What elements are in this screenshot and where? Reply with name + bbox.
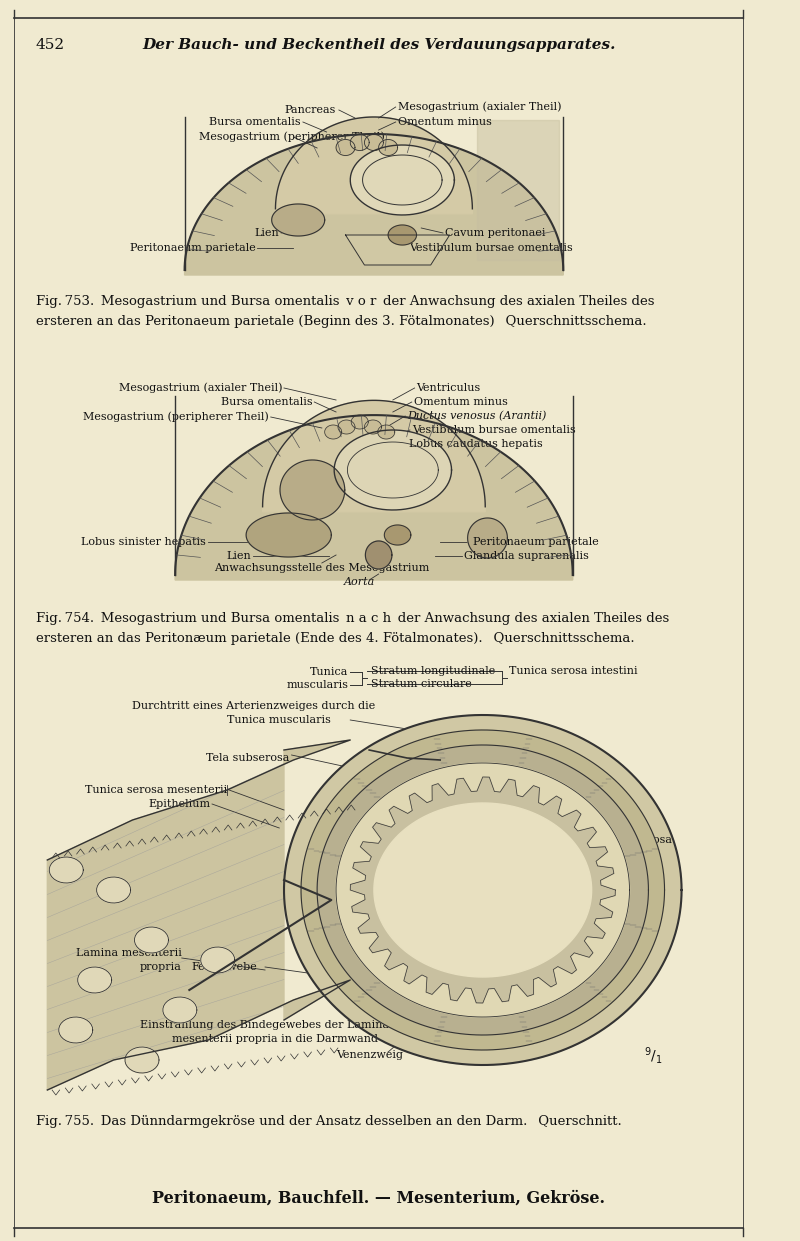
- Polygon shape: [336, 139, 355, 155]
- Polygon shape: [378, 424, 394, 439]
- Text: Der Bauch- und Beckentheil des Verdauungsapparates.: Der Bauch- und Beckentheil des Verdauung…: [142, 38, 615, 52]
- Polygon shape: [201, 947, 234, 973]
- Text: Tunica serosa mesenterii: Tunica serosa mesenterii: [85, 786, 227, 795]
- Polygon shape: [284, 715, 682, 1065]
- Text: Lien: Lien: [254, 228, 279, 238]
- Text: Anwachsungsstelle des Mesogastrium: Anwachsungsstelle des Mesogastrium: [214, 563, 430, 573]
- Text: Mesogastrium (axialer Theil): Mesogastrium (axialer Theil): [398, 102, 561, 112]
- Text: Cavum peritonaei: Cavum peritonaei: [445, 228, 546, 238]
- Polygon shape: [301, 730, 665, 1050]
- Text: Einstrahlung des Bindegewebes der Lamina: Einstrahlung des Bindegewebes der Lamina: [141, 1020, 390, 1030]
- Polygon shape: [97, 877, 130, 903]
- Polygon shape: [78, 967, 112, 993]
- Polygon shape: [366, 541, 392, 568]
- Text: Mesogastrium (peripherer Theil): Mesogastrium (peripherer Theil): [83, 412, 269, 422]
- Text: Ductus venosus (Arantii): Ductus venosus (Arantii): [407, 411, 546, 421]
- Text: Peritonaeum parietale: Peritonaeum parietale: [474, 537, 599, 547]
- Text: Vestibulum bursae omentalis: Vestibulum bursae omentalis: [412, 424, 575, 436]
- Polygon shape: [325, 424, 342, 439]
- Text: Mesogastrium (peripherer Theil): Mesogastrium (peripherer Theil): [198, 132, 385, 143]
- Text: Tunica mucosa: Tunica mucosa: [587, 835, 672, 845]
- Text: Tunica muscularis: Tunica muscularis: [227, 715, 331, 725]
- Polygon shape: [246, 513, 331, 557]
- Text: Glandula suprarenalis: Glandula suprarenalis: [464, 551, 589, 561]
- Text: Lobus sinister hepatis: Lobus sinister hepatis: [82, 537, 206, 547]
- Polygon shape: [477, 120, 558, 261]
- Polygon shape: [125, 1047, 159, 1073]
- Text: ersteren an das Peritonaeum parietale (Beginn des 3. Fötalmonates)  Querschnitts: ersteren an das Peritonaeum parietale (B…: [36, 315, 646, 328]
- Polygon shape: [365, 134, 383, 150]
- Polygon shape: [468, 517, 507, 558]
- Text: Tunica: Tunica: [310, 666, 348, 678]
- Text: Ventriculus: Ventriculus: [417, 383, 481, 393]
- Polygon shape: [388, 225, 417, 244]
- Text: Aorta: Aorta: [344, 577, 375, 587]
- Text: Lobus caudatus hepatis: Lobus caudatus hepatis: [409, 439, 542, 449]
- Polygon shape: [317, 745, 649, 1035]
- Polygon shape: [275, 117, 472, 213]
- Text: Tela submucosa: Tela submucosa: [573, 865, 662, 875]
- Text: Fig. 754. Mesogastrium und Bursa omentalis n a c h der Anwachsung des axialen Th: Fig. 754. Mesogastrium und Bursa omental…: [36, 612, 670, 625]
- Polygon shape: [47, 740, 350, 1090]
- Text: ersteren an das Peritonæum parietale (Ende des 4. Fötalmonates).  Querschnittssc: ersteren an das Peritonæum parietale (En…: [36, 632, 634, 645]
- Polygon shape: [350, 134, 369, 150]
- Polygon shape: [350, 145, 454, 215]
- Polygon shape: [350, 777, 615, 1003]
- Text: Bursa omentalis: Bursa omentalis: [210, 117, 301, 127]
- Polygon shape: [365, 419, 382, 434]
- Polygon shape: [58, 1018, 93, 1042]
- Text: Epithelium: Epithelium: [148, 799, 210, 809]
- Polygon shape: [346, 235, 450, 266]
- Text: Stratum circulare: Stratum circulare: [371, 679, 472, 689]
- Text: Tunica serosa intestini: Tunica serosa intestini: [510, 666, 638, 676]
- Polygon shape: [338, 419, 355, 434]
- Text: muscularis: muscularis: [286, 680, 348, 690]
- Text: propria: propria: [140, 962, 182, 972]
- Polygon shape: [185, 134, 563, 276]
- Polygon shape: [134, 927, 169, 953]
- Polygon shape: [50, 858, 83, 884]
- Text: Durchtritt eines Arterienzweiges durch die: Durchtritt eines Arterienzweiges durch d…: [132, 701, 375, 711]
- Polygon shape: [384, 525, 411, 545]
- Text: Fettgewebe: Fettgewebe: [191, 962, 257, 972]
- Text: Mesogastrium (axialer Theil): Mesogastrium (axialer Theil): [118, 382, 282, 393]
- Text: Peritonaeum, Bauchfell. — Mesenterium, Gekröse.: Peritonaeum, Bauchfell. — Mesenterium, G…: [152, 1190, 605, 1206]
- Text: 452: 452: [36, 38, 65, 52]
- Polygon shape: [378, 139, 398, 155]
- Text: mesenterii propria in die Darmwand: mesenterii propria in die Darmwand: [171, 1034, 378, 1044]
- Text: Fig. 753. Mesogastrium und Bursa omentalis v o r der Anwachsung des axialen Thei: Fig. 753. Mesogastrium und Bursa omental…: [36, 295, 654, 308]
- Text: $^9/_1$: $^9/_1$: [644, 1045, 662, 1066]
- Polygon shape: [272, 204, 325, 236]
- Text: Omentum minus: Omentum minus: [398, 117, 491, 127]
- Text: Peritonaeum parietale: Peritonaeum parietale: [130, 243, 255, 253]
- Text: Fig. 755. Das Dünndarmgekröse und der Ansatz desselben an den Darm.  Querschnitt: Fig. 755. Das Dünndarmgekröse und der An…: [36, 1114, 622, 1128]
- Polygon shape: [374, 803, 592, 977]
- Text: Vestibulum bursae omentalis: Vestibulum bursae omentalis: [409, 243, 573, 253]
- Polygon shape: [175, 414, 573, 580]
- Text: Bursa omentalis: Bursa omentalis: [221, 397, 312, 407]
- Polygon shape: [351, 414, 368, 429]
- Text: Lien: Lien: [226, 551, 251, 561]
- Text: Omentum minus: Omentum minus: [414, 397, 507, 407]
- Text: Venenzweig: Venenzweig: [336, 1050, 402, 1060]
- Polygon shape: [334, 431, 451, 510]
- Text: Stratum longitudinale: Stratum longitudinale: [371, 666, 495, 676]
- Polygon shape: [280, 460, 345, 520]
- Text: Tela subserosa: Tela subserosa: [206, 753, 290, 763]
- Polygon shape: [163, 997, 197, 1023]
- Text: Lamina mesenterii: Lamina mesenterii: [76, 948, 182, 958]
- Polygon shape: [336, 763, 630, 1016]
- Text: Pancreas: Pancreas: [285, 105, 336, 115]
- Polygon shape: [262, 401, 486, 511]
